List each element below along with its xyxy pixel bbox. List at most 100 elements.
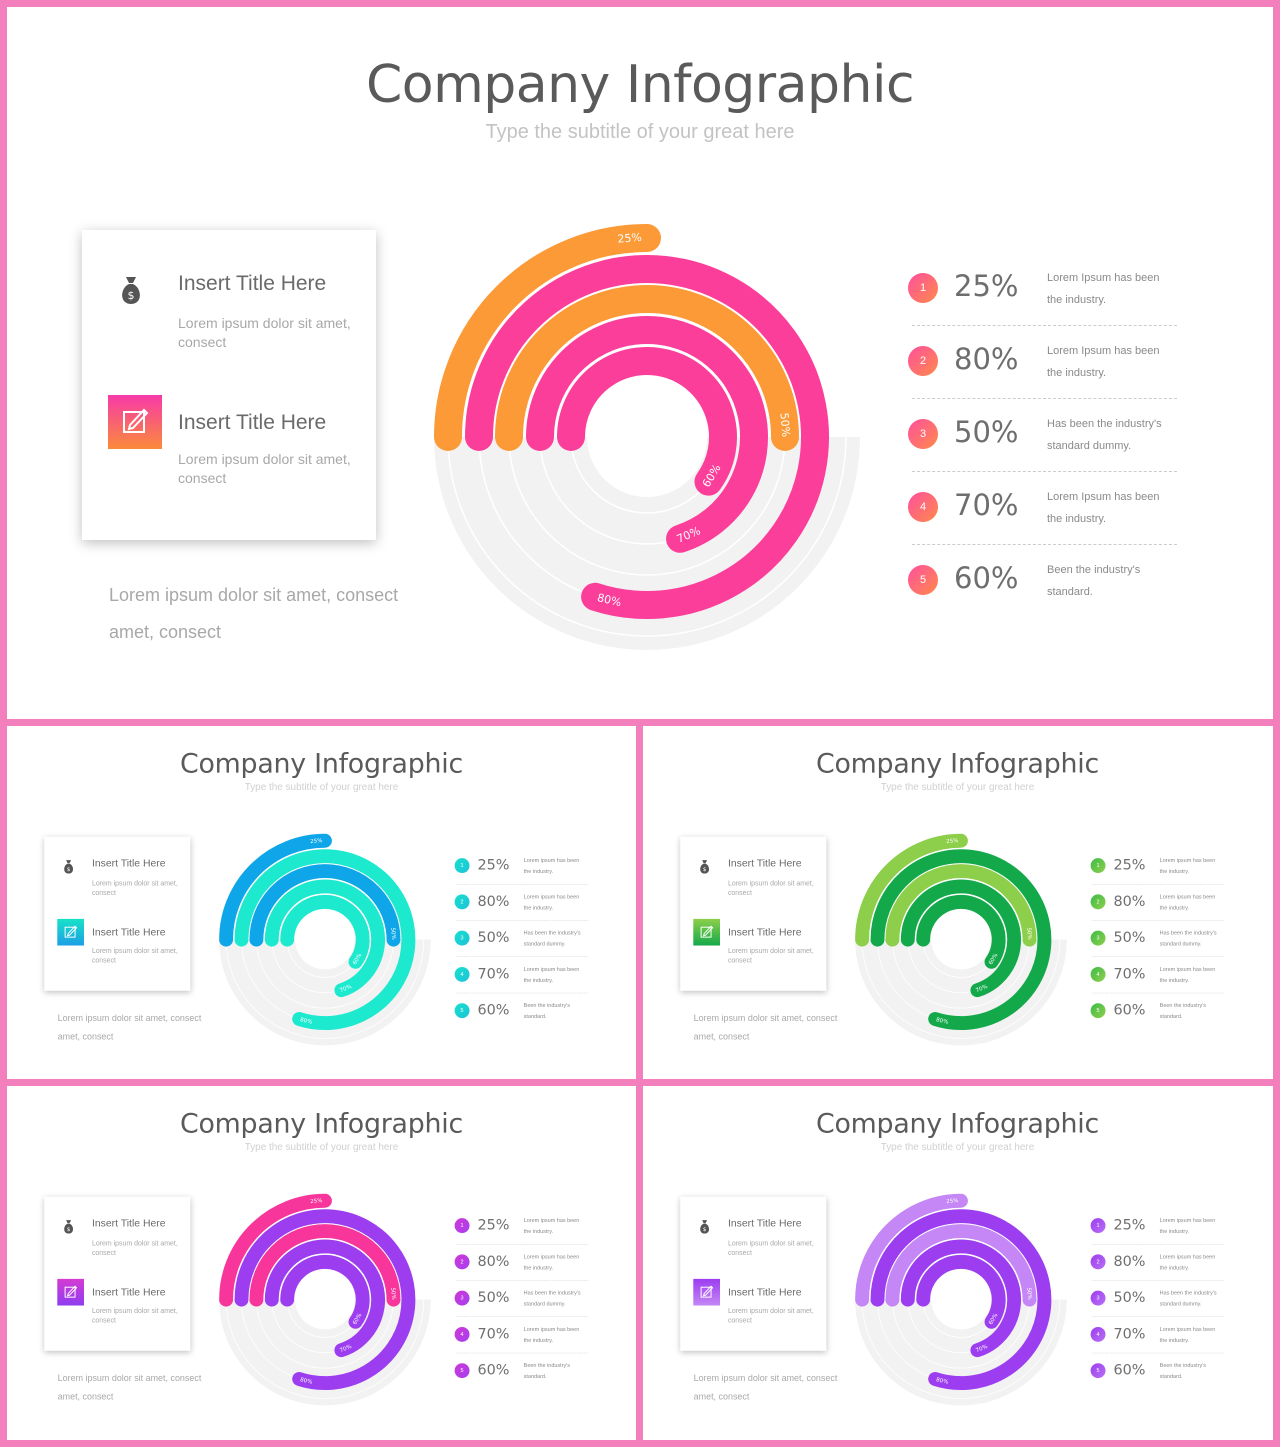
- legend-item: 1 25% Lorem Ipsum has been the industry.: [902, 257, 1177, 330]
- card-item1-text: Lorem ipsum dolor sit amet, consect: [91, 879, 178, 897]
- legend-description: Been the industry's standard.: [1159, 1362, 1206, 1380]
- ring-bar: [885, 1224, 1037, 1307]
- ring-label: 50%: [1025, 927, 1032, 940]
- ring-label: 25%: [310, 1198, 323, 1205]
- ring-label: 80%: [596, 591, 623, 609]
- legend: 1 25% Lorem ipsum has been the industry. 2 8…: [1088, 1210, 1225, 1391]
- legend-percent: 50%: [1113, 1288, 1146, 1306]
- legend-description: Been the industry's standard.: [523, 1002, 570, 1020]
- legend-number-badge: 2: [1090, 894, 1106, 910]
- ring-bar: [900, 1239, 1022, 1358]
- legend-percent: 70%: [477, 1324, 510, 1342]
- svg-text:$: $: [128, 289, 135, 302]
- legend-description: Lorem Ipsum has been the industry.: [1047, 272, 1160, 306]
- info-card: $ Insert Title Here Lorem ipsum dolor si…: [82, 230, 376, 540]
- money-bag-icon: $: [64, 1220, 74, 1234]
- track-line: [225, 939, 425, 1039]
- legend-percent: 60%: [1113, 1361, 1146, 1379]
- chart-hole: [931, 1269, 991, 1330]
- ring-label: 25%: [946, 838, 959, 845]
- legend-number-badge: 4: [1090, 1326, 1106, 1342]
- edit-icon: [108, 395, 162, 449]
- footnote-text: Lorem ipsum dolor sit amet, consect amet…: [109, 585, 399, 642]
- radial-bar-chart: 25% 80% 50% 70% 60%: [219, 833, 431, 1046]
- legend-item: 3 50% Has been the industry's standard dum…: [902, 403, 1177, 476]
- track-line: [892, 939, 1030, 1009]
- legend-percent: 70%: [954, 488, 1019, 522]
- legend-percent: 80%: [1113, 892, 1146, 910]
- ring-bar: [264, 879, 386, 998]
- edit-icon: [57, 1278, 85, 1306]
- slide-content: Company Infographic Type the subtitle of…: [7, 1086, 636, 1440]
- legend-percent: 80%: [477, 892, 510, 910]
- edit-icon: [57, 918, 85, 946]
- slide-blue: Company Infographic Type the subtitle of…: [7, 726, 636, 1079]
- legend-description: Lorem Ipsum has been the industry.: [1047, 491, 1160, 525]
- legend-description: Lorem ipsum has been the industry.: [1159, 1217, 1216, 1235]
- legend-number-badge: 1: [1090, 858, 1106, 874]
- legend-item: 3 50% Has been the industry's standard dum…: [1088, 1283, 1225, 1319]
- legend-description: Has been the industry's standard dummy.: [1159, 930, 1217, 948]
- legend-description: Been the industry's standard.: [1159, 1002, 1206, 1020]
- chart-hole: [295, 909, 355, 970]
- ring-bar: [280, 1254, 370, 1329]
- slide-title: Company Infographic: [816, 747, 1099, 780]
- ring-bar: [916, 1254, 1006, 1329]
- ring-label: 70%: [975, 984, 989, 994]
- legend-number-badge: 5: [908, 565, 938, 595]
- ring-label: 80%: [299, 1377, 312, 1386]
- legend-number-badge: 4: [908, 492, 938, 522]
- legend-number-badge: 5: [454, 1003, 470, 1019]
- money-bag-icon: $: [700, 1220, 710, 1234]
- legend-percent: 80%: [954, 342, 1019, 376]
- legend-item: 5 60% Been the industry's standard.: [1088, 1355, 1225, 1391]
- chart-hole: [295, 1269, 355, 1330]
- slide-subtitle: Type the subtitle of your great here: [244, 1141, 399, 1153]
- ring-label: 60%: [352, 953, 363, 966]
- legend-divider: [912, 471, 1177, 472]
- ring-bar: [264, 1239, 386, 1358]
- ring-label: 70%: [339, 1344, 353, 1354]
- legend-item: 5 60% Been the industry's standard.: [1088, 995, 1225, 1031]
- track-line: [508, 436, 786, 576]
- ring-label: 80%: [935, 1017, 948, 1026]
- ring-bar: [280, 894, 370, 969]
- ring-label: 80%: [935, 1377, 948, 1386]
- legend-percent: 70%: [1113, 964, 1146, 982]
- ring-label: 25%: [946, 1198, 959, 1205]
- card-item1-title: Insert Title Here: [178, 272, 327, 295]
- legend-item: 2 80% Lorem ipsum has been the industry.: [1088, 886, 1225, 922]
- ring-bar: [234, 1209, 416, 1390]
- legend-description: Lorem ipsum has been the industry.: [523, 1326, 580, 1344]
- card-item2-title: Insert Title Here: [91, 926, 166, 939]
- track-line: [225, 1299, 425, 1399]
- ring-label: 50%: [1025, 1287, 1032, 1300]
- ring-bar: [870, 849, 1052, 1030]
- legend-description: Lorem ipsum has been the industry.: [523, 857, 580, 875]
- ring-label: 50%: [777, 412, 792, 437]
- slide-content: Company Infographic Type the subtitle of…: [7, 7, 1273, 719]
- ring-label: 50%: [389, 927, 396, 940]
- legend-percent: 25%: [1113, 1216, 1146, 1234]
- legend-number-badge: 4: [454, 966, 470, 982]
- info-card: $ Insert Title Here Lorem ipsum dolor si…: [680, 1196, 827, 1351]
- legend: 1 25% Lorem ipsum has been the industry. 2 8…: [452, 850, 589, 1031]
- ring-label: 25%: [310, 838, 323, 845]
- slide-green: Company Infographic Type the subtitle of…: [643, 726, 1273, 1079]
- legend-divider: [912, 325, 1177, 326]
- legend-number-badge: 5: [1090, 1363, 1106, 1379]
- slide-title: Company Infographic: [365, 55, 915, 115]
- legend-number-badge: 5: [454, 1363, 470, 1379]
- legend-item: 2 80% Lorem Ipsum has been the industry.: [902, 330, 1177, 403]
- legend-item: 2 80% Lorem ipsum has been the industry.: [452, 1246, 589, 1282]
- slide-title: Company Infographic: [816, 1107, 1099, 1140]
- legend-number-badge: 3: [454, 1290, 470, 1306]
- card-item2-title: Insert Title Here: [178, 411, 327, 434]
- legend-item: 5 60% Been the industry's standard.: [902, 549, 1177, 622]
- legend-percent: 80%: [1113, 1252, 1146, 1270]
- slide-content: Company Infographic Type the subtitle of…: [643, 726, 1272, 1079]
- legend-number-badge: 3: [1090, 1290, 1106, 1306]
- legend-number-badge: 1: [454, 858, 470, 874]
- legend-percent: 50%: [477, 928, 510, 946]
- legend-description: Has been the industry's standard dummy.: [523, 1290, 581, 1308]
